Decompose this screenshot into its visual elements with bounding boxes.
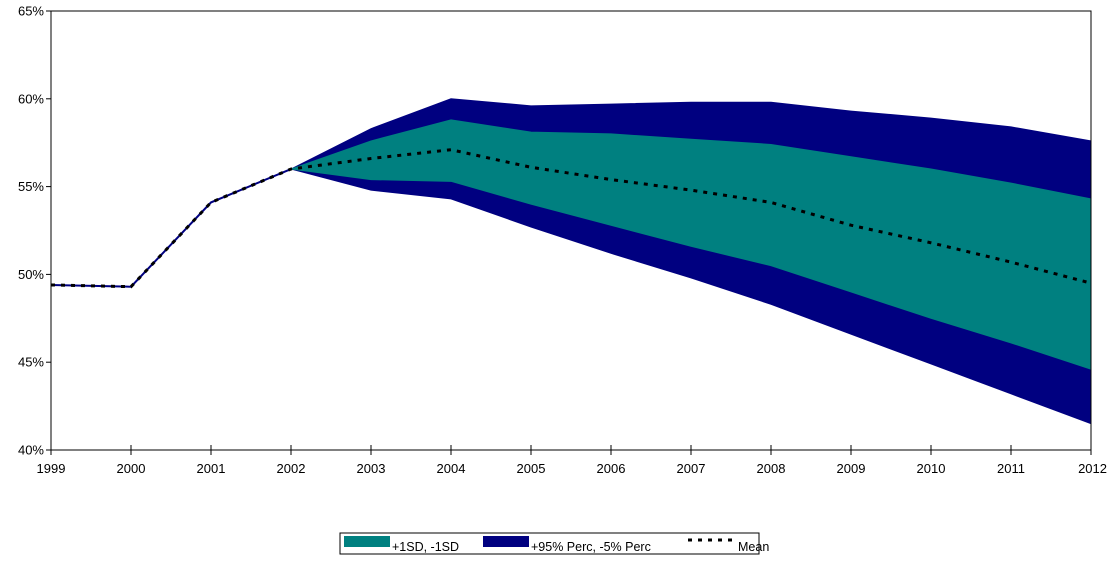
x-tick-label: 2002 xyxy=(277,461,306,476)
mean-line xyxy=(50,148,1092,289)
legend-label-perc: +95% Perc, -5% Perc xyxy=(531,540,651,554)
x-tick-label: 2007 xyxy=(677,461,706,476)
axes-layer xyxy=(50,10,1092,451)
bands-layer xyxy=(50,98,1092,425)
legend-swatch-perc xyxy=(483,536,529,547)
y-tick-label: 55% xyxy=(18,179,44,194)
plot-frame xyxy=(50,10,1092,451)
legend: +1SD, -1SD +95% Perc, -5% Perc Mean xyxy=(339,532,769,555)
x-tick-label: 2000 xyxy=(117,461,146,476)
ticks-layer: 40% 45% 50% 55% 60% 65% 1999 2000 2001 2002 2003 20… xyxy=(18,4,1107,477)
y-tick-label: 50% xyxy=(18,267,44,282)
x-tick-label: 2009 xyxy=(837,461,866,476)
history-line xyxy=(50,168,292,288)
y-tick-label: 40% xyxy=(18,443,44,458)
x-tick-label: 2008 xyxy=(757,461,786,476)
x-tick-label: 2003 xyxy=(357,461,386,476)
y-tick-label: 45% xyxy=(18,355,44,370)
legend-swatch-sd xyxy=(344,536,390,547)
x-tick-label: 1999 xyxy=(37,461,66,476)
x-tick-label: 2001 xyxy=(197,461,226,476)
legend-label-sd: +1SD, -1SD xyxy=(392,540,459,554)
x-tick-label: 2005 xyxy=(517,461,546,476)
x-tick-label: 2010 xyxy=(917,461,946,476)
y-tick-label: 65% xyxy=(18,4,44,19)
legend-box xyxy=(339,532,760,555)
x-tick-label: 2012 xyxy=(1078,461,1107,476)
lines-layer xyxy=(50,148,1092,289)
x-tick-label: 2004 xyxy=(437,461,466,476)
x-tick-label: 2011 xyxy=(997,461,1025,476)
legend-label-mean: Mean xyxy=(738,540,769,554)
x-tick-label: 2006 xyxy=(597,461,626,476)
y-tick-label: 60% xyxy=(18,91,44,106)
